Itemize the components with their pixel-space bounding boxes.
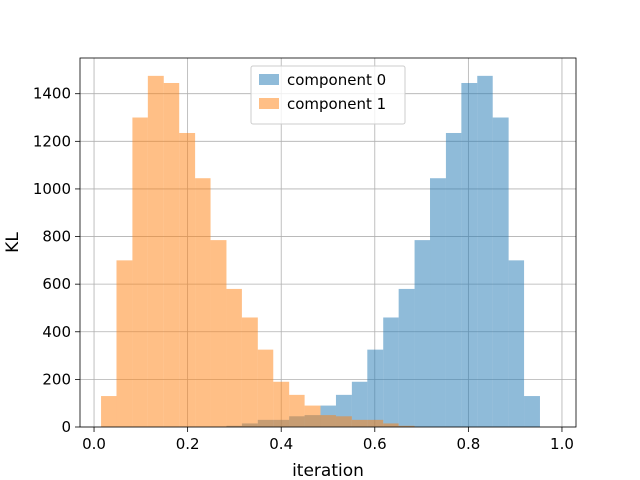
y-tick-label-1: 200 (42, 370, 71, 388)
y-tick-label-3: 600 (42, 275, 71, 293)
bar-series0-bin12 (414, 240, 431, 427)
y-tick-label-4: 800 (42, 228, 71, 246)
legend-swatch-1 (259, 98, 279, 109)
legend-box (250, 65, 406, 125)
bar-series0-bin18 (508, 260, 525, 427)
bar-series1-bin17 (367, 419, 384, 427)
bar-series1-bin6 (195, 178, 211, 427)
bar-series0-bin9 (367, 349, 384, 427)
bar-series1-bin10 (257, 349, 274, 427)
bar-series1-bin5 (179, 132, 196, 427)
bar-series1-bin7 (210, 240, 227, 427)
ticks: 0.0 0.2 0.4 0.6 0.8 1.0 0 200 400 600 800 1000 1200 1… (33, 85, 574, 453)
bar-series0-bin15 (461, 82, 478, 428)
bar-series1-bin16 (351, 419, 368, 427)
legend-label-1: component 1 (287, 95, 386, 113)
bar-series1-bin1 (116, 260, 133, 427)
bar-series1-bin3 (147, 75, 164, 428)
legend: component 0 component 1 (250, 65, 406, 125)
axes (79, 57, 577, 428)
bar-series0-bin14 (445, 132, 462, 427)
plot-frame (79, 57, 577, 428)
bar-series1-bin14 (320, 415, 336, 427)
bar-series1-bin2 (132, 117, 148, 428)
x-axis-label: iteration (292, 461, 364, 480)
y-tick-label-7: 1400 (33, 85, 71, 103)
x-tick-label-4: 0.8 (456, 435, 480, 453)
bar-series1-bin11 (273, 381, 290, 427)
bar-series0-bin16 (477, 75, 493, 428)
y-axis-label: KL (3, 232, 23, 253)
bar-series1-bin15 (335, 416, 352, 427)
bar-series0-bin19 (524, 396, 540, 427)
bar-series1-bin8 (226, 288, 242, 427)
bar-series0-bin17 (492, 117, 509, 428)
y-tick-label-0: 0 (61, 418, 71, 436)
legend-label-0: component 0 (287, 71, 386, 89)
bar-series1-bin13 (304, 405, 321, 427)
bar-series1-bin18 (383, 423, 399, 427)
bar-series1-bin12 (289, 394, 305, 427)
bar-series1-bin0 (101, 396, 117, 427)
y-tick-label-6: 1200 (33, 132, 71, 150)
bar-series0-bin11 (398, 288, 415, 427)
x-tick-label-2: 0.4 (269, 435, 293, 453)
x-tick-label-3: 0.6 (363, 435, 387, 453)
bar-series1-bin4 (163, 82, 180, 428)
legend-swatch-0 (259, 74, 279, 85)
histogram-bars (101, 75, 540, 428)
y-tick-label-2: 400 (42, 323, 71, 341)
x-tick-label-5: 1.0 (550, 435, 574, 453)
y-tick-label-5: 1000 (33, 180, 71, 198)
x-tick-label-1: 0.2 (176, 435, 200, 453)
x-tick-label-0: 0.0 (82, 435, 106, 453)
bar-series0-bin10 (383, 317, 399, 427)
bar-series0-bin13 (430, 178, 446, 427)
bar-series1-bin19 (398, 425, 415, 427)
bar-series0-bin8 (351, 381, 368, 427)
bar-series1-bin9 (241, 317, 258, 427)
